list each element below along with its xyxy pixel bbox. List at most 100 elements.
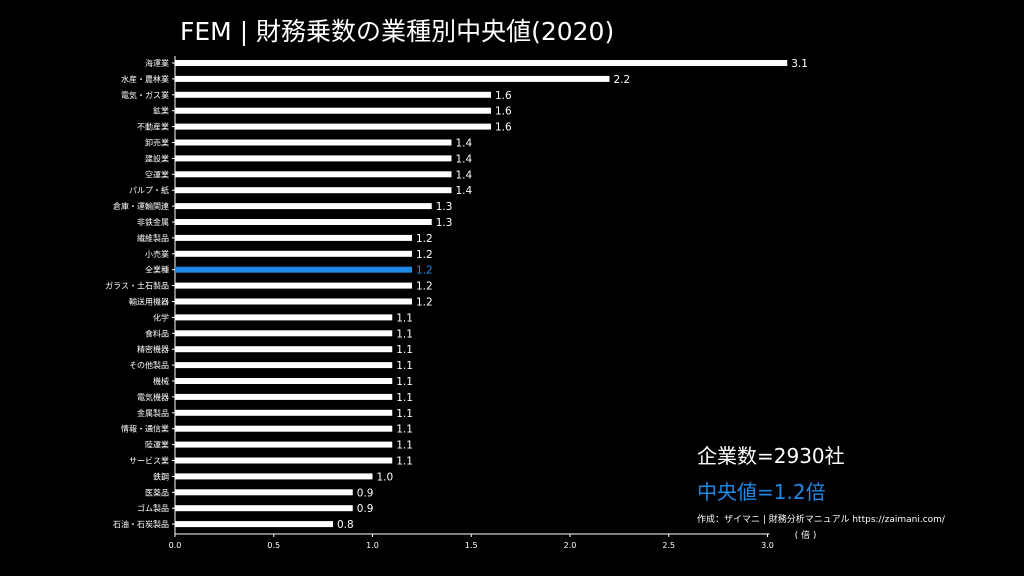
bar — [175, 425, 393, 432]
x-tick-label: 1.5 — [465, 541, 478, 550]
category-label: 卸売業 — [145, 138, 169, 148]
bar — [175, 409, 393, 416]
category-label: 不動産業 — [137, 122, 169, 132]
bar — [175, 187, 452, 194]
value-label: 1.4 — [456, 153, 473, 165]
bar — [175, 521, 333, 528]
value-label: 1.1 — [396, 456, 413, 468]
bar — [175, 91, 491, 98]
bar — [175, 171, 452, 178]
company-count-stat: 企業数=2930社 — [697, 444, 845, 468]
value-label: 1.2 — [416, 249, 433, 261]
value-label: 0.9 — [357, 487, 374, 499]
value-label: 1.0 — [377, 471, 394, 483]
category-label: 医薬品 — [145, 487, 169, 497]
bar — [175, 266, 412, 273]
value-label: 1.1 — [396, 408, 413, 420]
bar — [175, 489, 353, 496]
bar — [175, 473, 373, 480]
category-label: 情報・通信業 — [121, 424, 169, 434]
category-label: 陸運業 — [145, 440, 169, 450]
bar — [175, 107, 491, 114]
category-label: 化学 — [153, 312, 169, 322]
value-label: 3.1 — [791, 58, 808, 70]
category-label: その他製品 — [129, 360, 169, 370]
bar — [175, 362, 393, 369]
category-label: 食料品 — [145, 328, 169, 338]
bar — [175, 139, 452, 146]
category-label: 輸送用機器 — [129, 297, 169, 307]
value-label: 1.1 — [396, 392, 413, 404]
category-label: 金属製品 — [137, 408, 169, 418]
category-label: 電気・ガス業 — [121, 90, 169, 100]
page-title: FEM | 財務乗数の業種別中央値(2020) — [180, 17, 615, 46]
value-label: 1.4 — [456, 185, 473, 197]
x-tick-label: 0.5 — [267, 541, 280, 550]
value-label: 1.1 — [396, 312, 413, 324]
x-tick-label: 3.0 — [761, 541, 774, 550]
category-label: 機械 — [153, 376, 169, 386]
bar — [175, 441, 393, 448]
value-label: 1.2 — [416, 265, 433, 277]
value-label: 1.1 — [396, 344, 413, 356]
bar — [175, 155, 452, 162]
category-label: 非鉄金属 — [137, 217, 169, 227]
category-label: ゴム製品 — [137, 503, 169, 513]
value-label: 1.6 — [495, 90, 512, 102]
value-label: 1.3 — [436, 217, 453, 229]
credit-text: 作成：ザイマニ | 財務分析マニュアル https://zaimani.com/ — [697, 515, 945, 525]
value-label: 1.4 — [456, 138, 473, 150]
bar — [175, 378, 393, 384]
bar — [175, 505, 353, 512]
value-label: 1.2 — [416, 281, 433, 293]
bar — [175, 60, 788, 66]
value-label: 1.6 — [495, 122, 512, 134]
category-label: 小売業 — [145, 249, 169, 259]
bar — [175, 123, 491, 130]
bar — [175, 203, 432, 210]
value-label: 2.2 — [614, 74, 631, 86]
bar — [175, 346, 393, 353]
category-label: 倉庫・運輸関連 — [113, 201, 169, 211]
bar — [175, 393, 393, 400]
bar — [175, 330, 393, 337]
bar — [175, 298, 412, 305]
value-label: 1.6 — [495, 106, 512, 118]
category-label: 鉱業 — [153, 106, 169, 116]
category-label: 鉄鋼 — [153, 471, 169, 481]
category-label: 海運業 — [145, 58, 169, 68]
bar — [175, 75, 610, 82]
category-label: 全業種 — [145, 265, 169, 275]
bar — [175, 314, 393, 321]
bar — [175, 234, 412, 241]
value-label: 0.9 — [357, 503, 374, 515]
value-label: 1.2 — [416, 297, 433, 309]
x-axis-label: ( 倍 ) — [795, 529, 817, 541]
value-label: 1.1 — [396, 440, 413, 452]
value-label: 1.1 — [396, 424, 413, 436]
value-label: 1.3 — [436, 201, 453, 213]
category-label: 電気機器 — [137, 392, 169, 402]
category-label: 繊維製品 — [137, 233, 169, 243]
x-tick-label: 1.0 — [366, 541, 379, 550]
value-label: 1.1 — [396, 360, 413, 372]
value-label: 0.8 — [337, 519, 354, 531]
x-tick-label: 2.5 — [662, 541, 675, 550]
bar — [175, 250, 412, 257]
category-label: パルプ・紙 — [129, 185, 169, 195]
value-label: 1.1 — [396, 376, 413, 388]
bar — [175, 282, 412, 289]
value-label: 1.2 — [416, 233, 433, 245]
bar — [175, 219, 432, 225]
category-label: 精密機器 — [137, 344, 169, 354]
category-label: 建設業 — [145, 153, 169, 163]
median-stat: 中央値=1.2倍 — [697, 480, 826, 504]
category-label: 水産・農林業 — [121, 74, 169, 84]
value-label: 1.4 — [456, 169, 473, 181]
bar — [175, 457, 393, 464]
x-tick-label: 0.0 — [169, 541, 182, 550]
category-label: サービス業 — [129, 456, 169, 466]
category-label: 空運業 — [145, 169, 169, 179]
value-label: 1.1 — [396, 328, 413, 340]
